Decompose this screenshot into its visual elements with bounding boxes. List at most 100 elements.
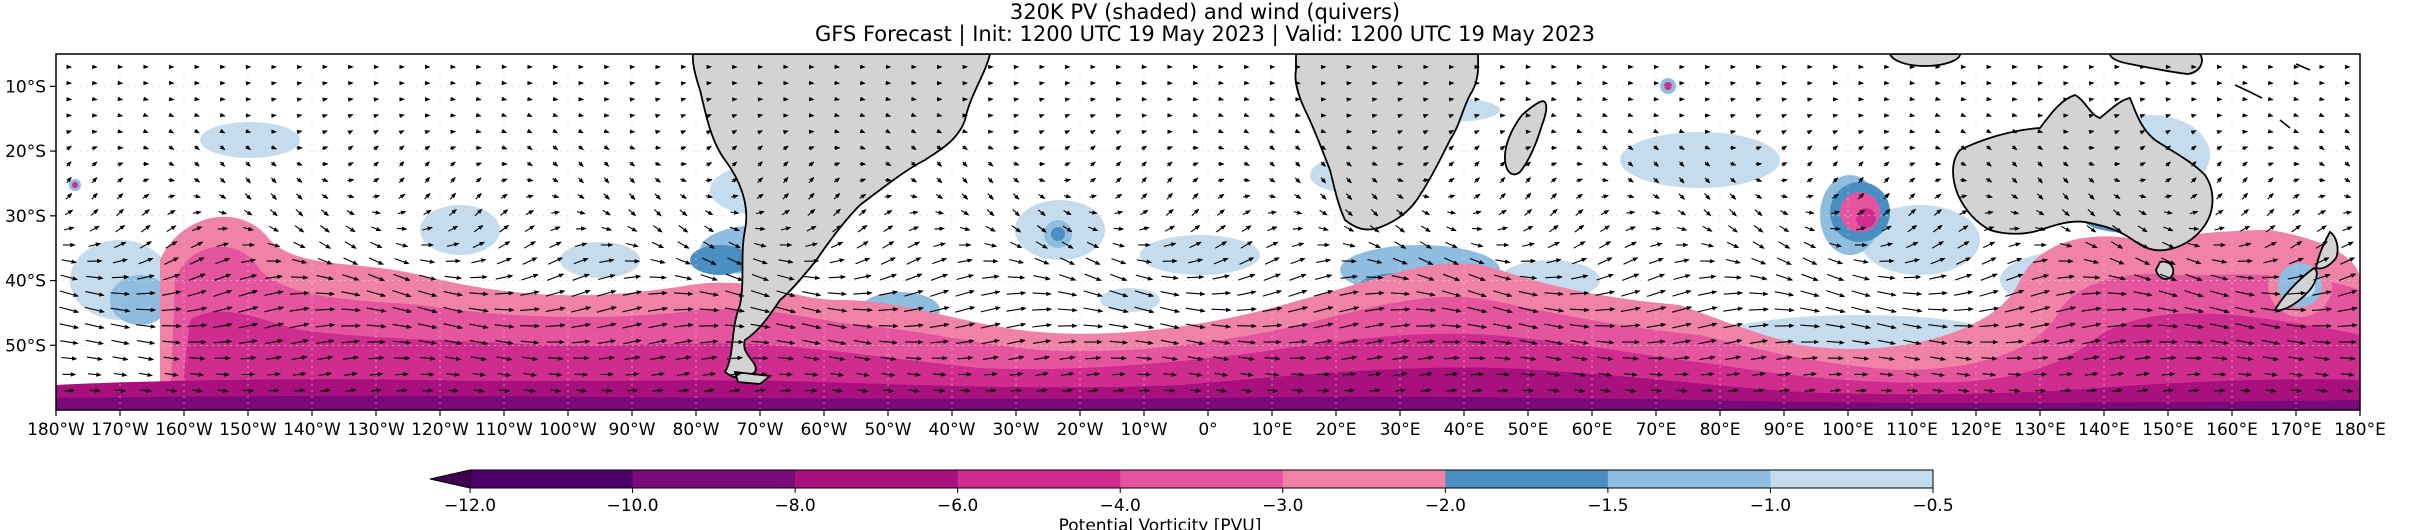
wind-arrow <box>804 372 819 377</box>
wind-arrow <box>1006 322 1027 329</box>
x-tick-label: 70°W <box>737 420 784 440</box>
wind-arrow <box>391 306 413 314</box>
wind-arrow <box>777 274 795 281</box>
wind-arrow <box>929 322 950 328</box>
wind-arrow <box>828 339 847 346</box>
wind-arrow <box>292 258 308 264</box>
wind-arrow <box>1160 291 1180 297</box>
wind-arrow <box>1672 289 1692 297</box>
wind-arrow <box>1904 356 1921 361</box>
wind-arrow <box>2260 307 2281 313</box>
wind-arrow <box>1569 324 1590 329</box>
wind-arrow <box>1830 388 1842 393</box>
wind-arrow <box>2339 356 2356 361</box>
wind-arrow <box>2235 306 2256 314</box>
wind-arrow <box>112 258 129 264</box>
wind-arrow <box>1877 339 1897 346</box>
new-zealand-north <box>2314 230 2339 270</box>
wind-arrow <box>2083 355 2100 361</box>
wind-arrow <box>778 356 795 361</box>
wind-arrow <box>450 80 457 86</box>
wind-arrow <box>369 371 384 377</box>
wind-arrow <box>1596 340 1615 345</box>
new-caledonia <box>2234 84 2263 99</box>
wind-arrow <box>987 81 994 86</box>
wind-arrow <box>137 274 155 280</box>
wind-arrow <box>751 273 770 281</box>
wind-arrow <box>520 307 541 312</box>
wind-arrow <box>1518 291 1539 297</box>
wind-arrow <box>417 290 438 298</box>
wind-arrow <box>395 372 409 377</box>
wind-arrow <box>700 274 718 281</box>
wind-arrow <box>2286 324 2307 329</box>
wind-arrow <box>1671 306 1693 313</box>
vanuatu <box>2279 119 2291 129</box>
wind-arrow <box>1954 340 1973 345</box>
wind-arrow <box>2056 322 2076 329</box>
colorbar-tick-label: −3.0 <box>1262 496 1303 516</box>
wind-arrow <box>1980 273 1998 281</box>
x-tick-label: 180°W <box>27 420 85 440</box>
wind-arrow <box>1192 80 1199 86</box>
latitude-axis: 10°S 20°S 30°S 40°S 50°S <box>5 77 56 356</box>
map-subtitle: GFS Forecast | Init: 1200 UTC 19 May 202… <box>814 22 1596 46</box>
wind-arrow <box>61 356 78 361</box>
wind-arrow <box>1852 274 1871 281</box>
wind-arrow <box>980 306 1001 313</box>
wind-arrow <box>982 355 999 360</box>
wind-arrow <box>1649 372 1664 377</box>
wind-arrow <box>2114 81 2121 86</box>
wind-arrow <box>469 339 489 346</box>
new-guinea <box>2109 54 2203 75</box>
x-tick-label: 120°E <box>1950 420 2002 440</box>
wind-arrow <box>2030 322 2051 329</box>
wind-arrow <box>1724 275 1743 280</box>
wind-arrow <box>1186 339 1205 346</box>
wind-arrow <box>1416 307 1437 313</box>
wind-arrow <box>2084 371 2099 377</box>
wind-arrow <box>1803 371 1817 377</box>
wind-arrow <box>2267 80 2274 86</box>
wind-arrow <box>750 290 771 298</box>
wind-arrow <box>1878 356 1895 361</box>
wind-arrow <box>1825 323 1846 329</box>
pv-cutoff-south-atlantic <box>1044 220 1072 248</box>
wind-arrow <box>775 306 797 314</box>
wind-arrow <box>1262 289 1283 297</box>
wind-arrow <box>1032 339 1052 344</box>
x-tick-label: 140°E <box>2078 420 2130 440</box>
wind-arrow <box>1492 306 1513 314</box>
wind-arrow <box>1109 323 1129 329</box>
wind-arrow <box>110 307 131 313</box>
wind-arrow <box>239 274 258 281</box>
wind-arrow <box>1288 322 1308 328</box>
wind-arrow <box>1340 338 1359 345</box>
wind-arrow <box>1185 307 1206 313</box>
wind-arrow <box>801 291 822 297</box>
wind-arrow <box>84 306 105 314</box>
wind-arrow <box>1624 372 1638 377</box>
wind-arrow <box>1240 372 1254 377</box>
wind-arrow <box>1883 80 1890 86</box>
wind-arrow <box>187 289 207 297</box>
wind-arrow <box>1340 274 1359 280</box>
colorbar-label: Potential Vorticity [PVU] <box>1059 516 1262 530</box>
wind-arrow <box>908 388 920 393</box>
wind-arrow <box>315 307 336 312</box>
wind-arrow <box>1292 226 1304 231</box>
wind-arrow <box>652 388 664 393</box>
wind-arrow <box>289 322 310 329</box>
wind-arrow <box>1448 97 1455 102</box>
wind-arrow <box>1238 273 1256 281</box>
wind-arrow <box>1160 339 1180 346</box>
wind-arrow <box>1544 339 1564 346</box>
wind-arrow <box>854 356 871 361</box>
wind-arrow <box>1646 306 1667 313</box>
wind-arrow <box>1647 339 1666 344</box>
wind-arrow <box>1134 306 1155 314</box>
wind-arrow <box>1108 306 1129 314</box>
wind-arrow <box>2286 307 2307 313</box>
wind-arrow <box>1800 290 1820 298</box>
wind-arrow <box>934 388 946 393</box>
